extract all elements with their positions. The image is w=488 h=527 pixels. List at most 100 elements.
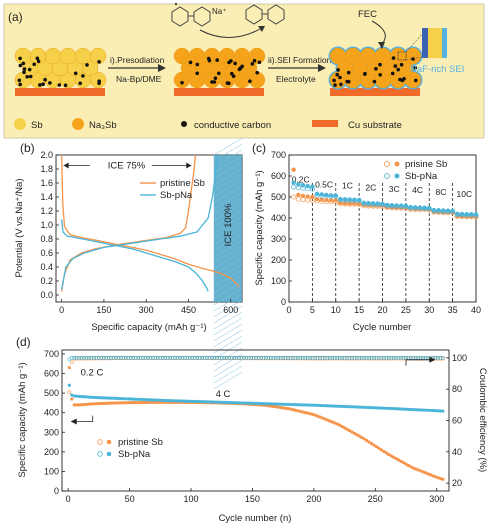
pristine-sb-charge-point <box>291 167 296 172</box>
sb-pna-discharge-point <box>356 198 362 204</box>
panel-c-xlabel: Cycle number <box>353 322 412 333</box>
c-xtick-label: 0 <box>286 305 291 315</box>
biphenyl-molecule-icon <box>245 4 285 25</box>
sb-pna-ce-point <box>399 355 403 360</box>
sb-pna-ce-point <box>332 355 337 360</box>
sb-pna-capacity-point <box>394 407 398 411</box>
legend-label-0: pristine Sb <box>118 437 163 448</box>
sb-pna-ce-point <box>310 355 315 360</box>
sb-pna-capacity-point <box>330 404 334 408</box>
sb-pna-capacity-point <box>313 403 317 407</box>
d-ytick-label: 600 <box>44 369 59 379</box>
sb-pna-capacity-point <box>212 400 216 404</box>
carbon-dot-6 <box>38 83 42 87</box>
sb-pna-charge-point <box>291 180 296 185</box>
sb-pna-capacity-point <box>198 399 202 404</box>
sb-pna-ce-point <box>94 355 99 360</box>
pristine-sb-capacity-point <box>298 409 302 413</box>
sb-pna-capacity-point <box>168 399 172 403</box>
sb-pna-capacity-point <box>202 400 207 404</box>
sb-pna-capacity-point <box>367 405 371 410</box>
sb-pna-capacity-point <box>276 402 280 406</box>
sb-pna-ce-point <box>202 355 207 360</box>
sb-pna-capacity-point <box>308 403 312 407</box>
shade-hatch <box>213 305 243 324</box>
carbon-dot-3 <box>43 77 47 82</box>
carbon-dot-9 <box>230 71 234 76</box>
legend-cu-label: Cu substrate <box>348 120 402 131</box>
pristine-sb-capacity-point <box>394 456 398 461</box>
pristine-sb-capacity-point <box>347 428 352 433</box>
shade-hatch <box>213 137 243 156</box>
sb-pna-discharge-point <box>291 184 297 190</box>
sb-pna-capacity-point <box>298 403 302 407</box>
sb-pna-ce-point <box>396 355 401 360</box>
b-ytick-label: 0.4 <box>40 262 53 272</box>
pristine-sb-capacity-point <box>153 400 157 404</box>
sb-pna-capacity-point <box>340 404 344 408</box>
legend-sb-label: Sb <box>31 120 43 131</box>
rate-label-3: 2C <box>365 183 376 193</box>
sb-pna-ce-point <box>303 355 308 360</box>
carbon-dot-8 <box>233 61 237 66</box>
sb-pna-capacity-point <box>205 400 209 404</box>
legend-open-marker-0 <box>384 161 390 167</box>
shade-hatch <box>213 329 243 348</box>
pristine-sb-capacity-point <box>311 412 315 416</box>
panel-d-ticks: 0 50 100 150 200 250 300 0 100 200 300 400 500 600 700… <box>44 349 467 504</box>
ice100-shade <box>213 137 243 390</box>
sb-pna-ce-point <box>195 355 200 360</box>
carbon-dot-16 <box>390 71 395 76</box>
sb-pna-capacity-point <box>185 399 189 403</box>
sb-pna-ce-point <box>165 355 170 360</box>
sb-pna-capacity-point <box>252 401 256 405</box>
carbon-dot-2 <box>18 56 22 61</box>
sb-pna-ce-point <box>264 355 268 360</box>
pristine-sb-capacity-point <box>409 465 413 469</box>
carbon-dot-13 <box>36 59 41 64</box>
pristine-sb-capacity-point <box>428 473 433 477</box>
rate-label-4: 3C <box>389 184 400 194</box>
sb-pna-capacity-point <box>136 397 140 401</box>
sb-pna-ce-point <box>146 355 150 360</box>
sb-pna-capacity-point <box>291 402 295 407</box>
sb-pna-capacity-point <box>141 397 145 402</box>
sb-pna-capacity-point <box>347 405 352 409</box>
sb-pna-capacity-point <box>163 398 167 403</box>
pristine-sb-capacity-point <box>288 407 293 411</box>
pristine-sb-capacity-point <box>112 401 116 405</box>
particle-11 <box>173 47 191 65</box>
panel-b-label: (b) <box>20 141 35 155</box>
pristine-sb-capacity-point <box>104 401 108 405</box>
panel-a-legend: Sb Na₃Sb conductive carbon Cu substrate <box>14 118 402 131</box>
sei-zoom-inset-icon <box>422 28 447 58</box>
sb-pna-discharge-point <box>333 193 339 199</box>
carbon-dot-21 <box>27 67 32 72</box>
sb-pna-capacity-point <box>259 401 263 406</box>
sb-pna-ce-point <box>372 355 376 360</box>
sb-pna-ce-point <box>138 355 143 360</box>
pristine-sb-capacity-point <box>279 405 283 410</box>
sb-pna-ce-point <box>313 355 317 360</box>
sb-pna-capacity-point <box>75 394 79 398</box>
carbon-dot-18 <box>345 79 350 84</box>
sb-pna-capacity-point <box>335 404 339 408</box>
sb-pna-capacity-point <box>200 400 204 404</box>
carbon-dot-24 <box>227 60 231 65</box>
pristine-sb-charge-point <box>314 196 320 202</box>
pristine-sb-capacity-point <box>424 471 428 475</box>
sb-pna-capacity-point <box>303 403 307 407</box>
pristine-sb-capacity-point <box>370 442 374 446</box>
pristine-sb-charge-point <box>324 197 329 203</box>
na-ion-label: Na⁺ <box>212 7 226 16</box>
carbon-dot-14 <box>248 79 252 83</box>
shade-hatch <box>213 287 243 306</box>
pristine-sb-discharge-point <box>333 199 339 205</box>
sb-pna-capacity-point <box>146 398 150 402</box>
d-ytick-label: 300 <box>44 427 59 437</box>
step1-sub-label: Na-Bp/DME <box>116 74 162 84</box>
sb-pna-capacity-point <box>409 407 413 412</box>
sb-pna-capacity-point <box>158 398 162 402</box>
pristine-sb-capacity-point <box>367 440 371 444</box>
presodiation-arrowhead <box>158 64 166 72</box>
